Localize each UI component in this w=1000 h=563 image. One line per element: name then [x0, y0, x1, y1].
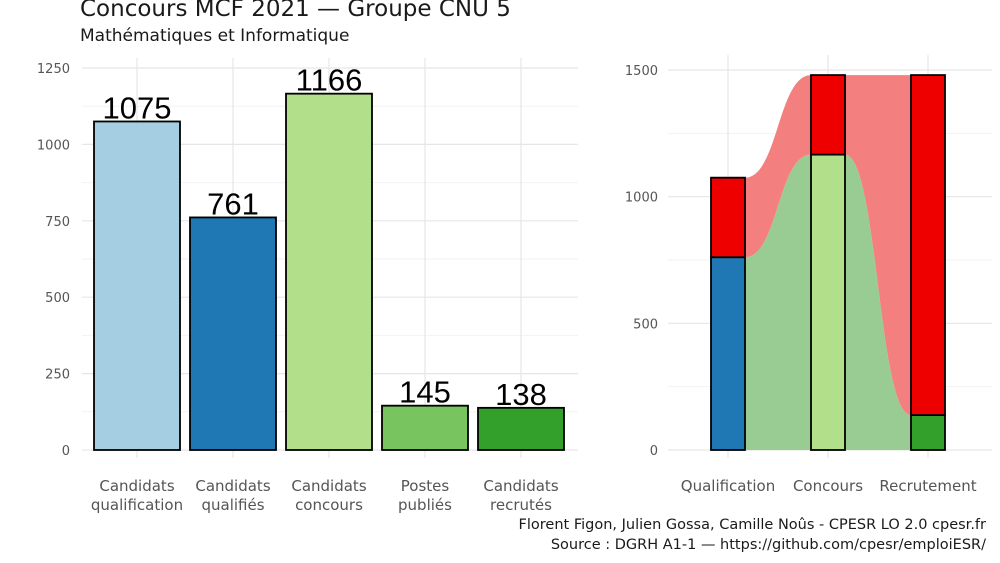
x-tick-label: Candidats — [483, 477, 558, 495]
bar-0 — [93, 120, 181, 451]
y-tick-label: 0 — [62, 444, 70, 459]
data-label: 145 — [399, 375, 451, 410]
stacked-bar-segment — [910, 74, 946, 416]
stacked-bar-segment — [910, 414, 946, 451]
y-tick-label: 1000 — [37, 138, 70, 153]
x-tick-label: Postes — [401, 477, 450, 495]
x-tick-label: publiés — [398, 496, 452, 514]
y-tick-label: 500 — [633, 317, 658, 332]
bar-2 — [285, 92, 373, 451]
stacked-bar-segment — [710, 176, 746, 259]
bar-1 — [189, 216, 277, 451]
chart-title: Concours MCF 2021 — Groupe CNU 5 — [80, 0, 511, 22]
flow-band-1 — [745, 75, 945, 416]
y-tick-label: 1500 — [625, 64, 658, 79]
stacked-bar-segment — [810, 74, 846, 156]
x-tick-label: Concours — [793, 477, 863, 495]
stacked-bar-segment — [810, 153, 846, 451]
x-tick-label: Candidats — [99, 477, 174, 495]
y-tick-label: 250 — [45, 368, 70, 383]
x-tick-label: Recrutement — [879, 477, 976, 495]
x-tick-label: qualification — [91, 496, 183, 514]
y-tick-label: 0 — [650, 444, 658, 459]
y-tick-label: 500 — [45, 291, 70, 306]
stacked-bar-segment — [710, 256, 746, 451]
x-tick-label: qualifiés — [201, 496, 264, 514]
data-label: 1166 — [296, 63, 363, 98]
caption-authors: Florent Figon, Julien Gossa, Camille Noû… — [518, 517, 986, 533]
y-tick-label: 1250 — [37, 62, 70, 77]
x-tick-label: Candidats — [291, 477, 366, 495]
bar-3 — [381, 404, 469, 451]
y-tick-label: 1000 — [625, 191, 658, 206]
chart-subtitle: Mathématiques et Informatique — [80, 26, 350, 46]
y-tick-label: 750 — [45, 215, 70, 230]
data-label: 138 — [495, 377, 547, 412]
x-tick-label: Qualification — [681, 477, 775, 495]
x-tick-label: recrutés — [490, 496, 552, 514]
data-label: 761 — [207, 186, 259, 221]
x-tick-label: Candidats — [195, 477, 270, 495]
x-tick-label: concours — [295, 496, 363, 514]
data-label: 1075 — [103, 90, 172, 125]
caption-source: Source : DGRH A1-1 — https://github.com/… — [550, 537, 986, 553]
bar-4 — [477, 406, 565, 451]
